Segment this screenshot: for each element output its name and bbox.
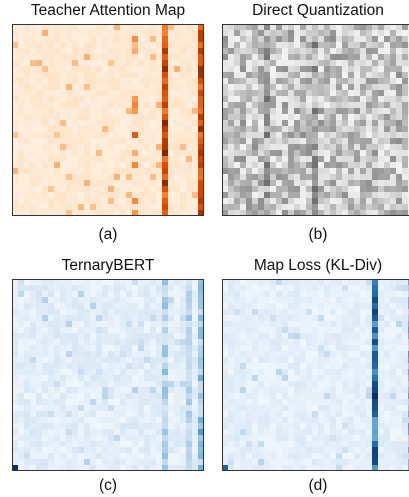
panel-title: Direct Quantization	[252, 2, 384, 19]
attention-heatmap	[222, 24, 409, 216]
attention-heatmap	[222, 279, 409, 471]
attention-heatmap	[12, 279, 204, 471]
panel-caption: (a)	[98, 226, 118, 243]
panel-title: Map Loss (KL-Div)	[253, 257, 383, 274]
panel-direct-quantization: Direct Quantization (b)	[222, 0, 409, 245]
panel-ternarybert: TernaryBERT (c)	[12, 255, 204, 497]
panel-caption: (c)	[98, 477, 118, 494]
panel-map-loss-kl-div: Map Loss (KL-Div) (d)	[222, 255, 409, 497]
panel-title: TernaryBERT	[61, 257, 155, 274]
panel-caption: (d)	[308, 477, 328, 494]
attention-heatmap	[12, 24, 204, 216]
panel-caption: (b)	[308, 226, 328, 243]
panel-teacher-attention-map: Teacher Attention Map (a)	[12, 0, 204, 245]
panel-title: Teacher Attention Map	[30, 2, 186, 19]
